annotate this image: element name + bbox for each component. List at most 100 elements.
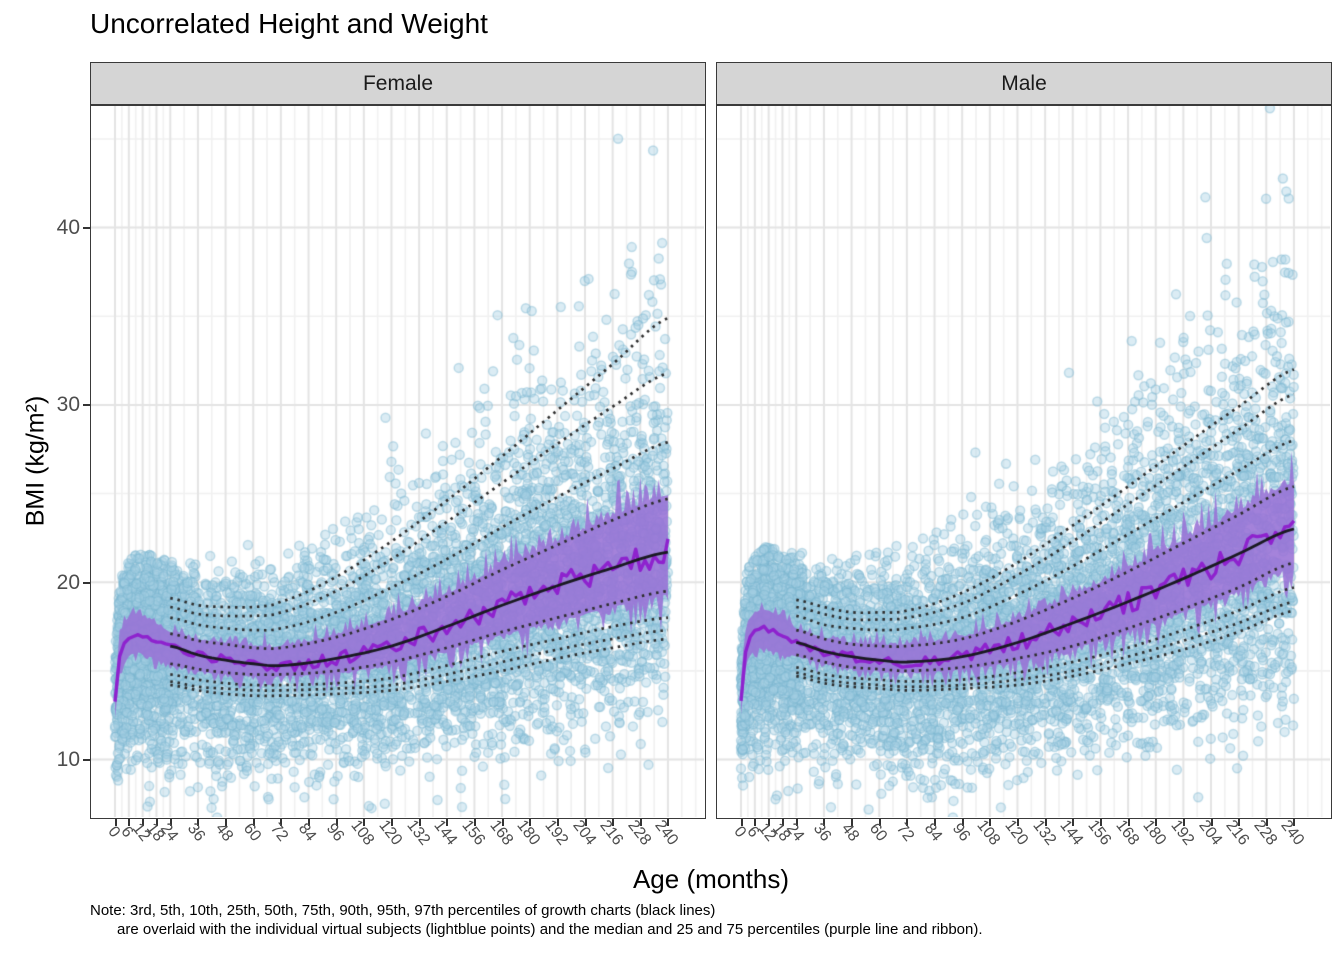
y-tick-label: 20 <box>56 570 80 594</box>
x-tick-label: 84 <box>920 820 946 845</box>
x-axis-title: Age (months) <box>632 864 790 894</box>
x-tick-label: 132 <box>402 817 433 849</box>
x-tick-mark <box>639 819 642 826</box>
x-tick-label: 96 <box>322 820 347 845</box>
x-tick-mark <box>418 819 421 826</box>
x-tick-mark <box>1127 819 1130 826</box>
x-tick-mark <box>308 819 311 826</box>
facet-strip-female-label: Female <box>362 71 434 95</box>
x-tick-mark <box>280 819 283 826</box>
x-tick-mark <box>612 819 615 826</box>
x-tick-mark <box>114 819 117 826</box>
x-tick-mark <box>740 819 743 826</box>
x-tick-mark <box>128 819 131 826</box>
note: Note: 3rd, 5th, 10th, 25th, 50th, 75th, … <box>90 901 983 939</box>
x-tick-mark <box>1072 819 1075 826</box>
x-tick-label: 204 <box>568 817 599 849</box>
x-tick-label: 192 <box>541 817 572 849</box>
x-tick-mark <box>906 819 909 826</box>
y-tick-label: 40 <box>56 216 80 240</box>
x-tick-label: 228 <box>1250 817 1280 849</box>
x-tick-mark <box>1210 819 1213 826</box>
x-tick-label: 180 <box>513 817 544 849</box>
note-line-1: Note: 3rd, 5th, 10th, 25th, 50th, 75th, … <box>90 902 716 919</box>
x-tick-mark <box>1016 819 1019 826</box>
y-tick-label: 10 <box>56 748 80 771</box>
y-tick-mark <box>83 227 90 230</box>
facet-strip-male: Male <box>716 62 1332 105</box>
x-tick-mark <box>823 819 826 826</box>
x-tick-label: 132 <box>1028 817 1059 849</box>
x-tick-label: 108 <box>973 817 1004 849</box>
panel-female <box>90 105 706 819</box>
x-tick-mark <box>667 819 670 826</box>
x-tick-label: 72 <box>893 820 918 845</box>
x-tick-mark <box>335 819 338 826</box>
x-tick-label: 60 <box>865 820 890 845</box>
x-tick-label: 216 <box>1222 817 1253 849</box>
x-tick-mark <box>446 819 449 826</box>
x-tick-label: 36 <box>184 820 209 845</box>
x-tick-mark <box>989 819 992 826</box>
x-tick-label: 240 <box>651 817 682 849</box>
x-tick-mark <box>768 819 771 826</box>
y-tick-mark <box>83 404 90 407</box>
x-tick-mark <box>1099 819 1102 826</box>
x-tick-mark <box>1044 819 1047 826</box>
x-tick-mark <box>1265 819 1268 826</box>
x-tick-mark <box>584 819 587 826</box>
x-tick-label: 36 <box>810 820 835 845</box>
x-tick-mark <box>252 819 255 826</box>
x-tick-label: 156 <box>1084 817 1115 849</box>
x-tick-mark <box>851 819 854 826</box>
x-tick-label: 228 <box>624 817 654 849</box>
y-tick-mark <box>83 581 90 584</box>
x-tick-label: 108 <box>347 817 378 849</box>
x-tick-label: 144 <box>430 817 461 849</box>
x-tick-mark <box>390 819 393 826</box>
x-tick-mark <box>1238 819 1241 826</box>
y-tick-label: 30 <box>56 393 80 417</box>
note-line-2: are overlaid with the individual virtual… <box>117 921 983 938</box>
x-tick-mark <box>1182 819 1185 826</box>
x-tick-mark <box>781 819 784 826</box>
x-tick-label: 180 <box>1139 817 1170 849</box>
x-tick-mark <box>961 819 964 826</box>
x-tick-label: 96 <box>948 820 973 845</box>
panel-male <box>716 105 1332 819</box>
x-tick-mark <box>501 819 504 826</box>
x-tick-mark <box>197 819 200 826</box>
x-tick-label: 168 <box>1111 817 1142 849</box>
x-tick-mark <box>1155 819 1158 826</box>
x-tick-label: 192 <box>1167 817 1198 849</box>
male-panel-canvas <box>717 106 1330 817</box>
facet-strip-female: Female <box>90 62 706 105</box>
x-tick-label: 204 <box>1194 817 1225 849</box>
x-tick-label: 144 <box>1056 817 1087 849</box>
x-tick-label: 72 <box>267 820 292 845</box>
x-tick-mark <box>473 819 476 826</box>
facet-strip-male-label: Male <box>1001 71 1047 95</box>
chart-title: Uncorrelated Height and Weight <box>90 8 488 39</box>
x-tick-mark <box>1293 819 1296 826</box>
x-tick-mark <box>795 819 798 826</box>
x-tick-label: 84 <box>294 820 320 845</box>
x-tick-mark <box>363 819 366 826</box>
x-tick-mark <box>754 819 757 826</box>
x-tick-mark <box>142 819 145 826</box>
x-tick-label: 48 <box>837 820 863 845</box>
x-tick-label: 60 <box>239 820 264 845</box>
x-tick-label: 168 <box>485 817 516 849</box>
y-tick-mark <box>83 759 90 761</box>
x-tick-mark <box>225 819 228 826</box>
x-tick-label: 156 <box>458 817 489 849</box>
x-tick-mark <box>155 819 158 826</box>
x-tick-label: 48 <box>211 820 237 845</box>
x-tick-mark <box>169 819 172 826</box>
x-tick-mark <box>529 819 532 826</box>
x-tick-label: 216 <box>596 817 627 849</box>
x-tick-label: 120 <box>375 817 406 849</box>
x-tick-mark <box>878 819 881 826</box>
x-tick-label: 120 <box>1001 817 1032 849</box>
